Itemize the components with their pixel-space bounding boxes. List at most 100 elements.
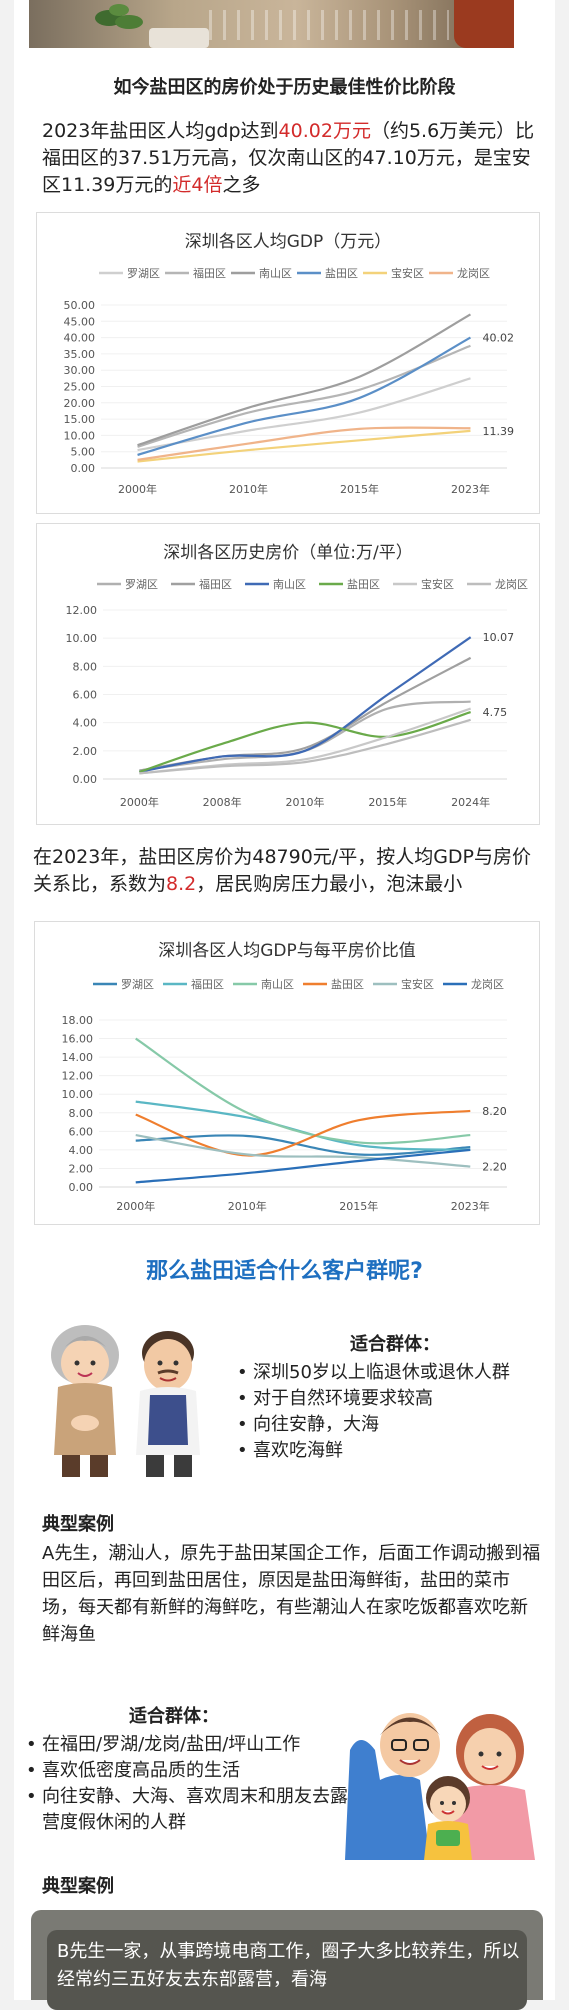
x-tick-label: 2000年: [118, 482, 157, 496]
price-chart-svg: 深圳各区历史房价（单位:万/平） 罗湖区 福田区 南山区 盐田区 宝安区 龙岗区 12.00 1…: [66, 543, 529, 809]
section-title: 如今盐田区的房价处于历史最佳性价比阶段: [113, 77, 456, 98]
x-tick-label: 2015年: [368, 795, 407, 809]
balcony-railing: [209, 10, 449, 40]
para-text: （约5.6万美元）比福田区的37.51万元高，仅次南山区的47.10万元，是宝安…: [42, 120, 535, 196]
x-tick-label: 2010年: [286, 795, 325, 809]
legend-label: 盐田区: [325, 267, 358, 280]
x-tick-label: 2010年: [228, 1199, 267, 1213]
y-tick-label: 12.00: [62, 1070, 94, 1083]
x-tick-label: 2024年: [451, 795, 490, 809]
list-item: 向往安静、大海、喜欢周末和朋友去露营度假休闲的人群: [26, 1784, 356, 1836]
highlight-value: 8.2: [166, 873, 197, 895]
legend-label: 宝安区: [421, 577, 454, 591]
para-text: 2023年盐田区人均gdp达到: [42, 120, 279, 142]
y-tick-label: 50.00: [64, 299, 96, 312]
list-item: 向往安静，大海: [237, 1412, 547, 1438]
gdp-chart-svg: 深圳各区人均GDP（万元） 罗湖区 福田区 南山区 盐田区 宝安区 龙岗区 50.00 45.0…: [64, 232, 514, 496]
y-tick-label: 6.00: [73, 689, 98, 702]
y-tick-label: 4.00: [73, 717, 98, 730]
legend-label: 宝安区: [401, 977, 434, 991]
y-tick-label: 8.00: [73, 660, 98, 673]
hero-photo: [29, 0, 514, 48]
data-label: 10.07: [483, 631, 515, 644]
series-line: [137, 377, 471, 452]
ratio-chart: 深圳各区人均GDP与每平房价比值 罗湖区 福田区 南山区 盐田区 宝安区 龙岗区 18.00 1…: [34, 921, 540, 1225]
x-tick-label: 2023年: [451, 482, 490, 496]
y-tick-label: 18.00: [62, 1014, 94, 1027]
legend-label: 福田区: [193, 266, 226, 280]
y-tick-label: 30.00: [64, 364, 96, 377]
table-shape: [149, 28, 209, 48]
y-tick-label: 10.00: [64, 429, 96, 442]
data-label: 4.75: [483, 706, 508, 719]
series-line: [135, 1133, 471, 1168]
list-item: 对于自然环境要求较高: [237, 1386, 547, 1412]
series-line: [139, 718, 471, 775]
legend-label: 盐田区: [331, 978, 364, 991]
case1-text: A先生，潮汕人，原先于盐田某国企工作，后面工作调动搬到福田区后，再回到盐田居住，…: [42, 1543, 541, 1645]
elderly-couple-illustration: [40, 1315, 215, 1485]
series-line: [135, 1148, 471, 1184]
series-line: [137, 344, 471, 448]
x-tick-label: 2015年: [340, 482, 379, 496]
series-line: [135, 1109, 471, 1157]
y-tick-label: 12.00: [66, 604, 98, 617]
x-tick-label: 2008年: [203, 795, 242, 809]
para-text: ，居民购房压力最小，泡沫最小: [196, 873, 463, 895]
y-tick-label: 6.00: [69, 1125, 94, 1138]
legend-label: 罗湖区: [121, 978, 154, 991]
family-illustration: [340, 1690, 545, 1860]
y-tick-label: 15.00: [64, 413, 96, 426]
group2-list: 在福田/罗湖/龙岗/盐田/坪山工作 喜欢低密度高品质的生活 向往安静、大海、喜欢…: [26, 1732, 356, 1836]
data-label: 2.20: [482, 1161, 507, 1174]
x-tick-label: 2010年: [229, 482, 268, 496]
group2-title: 适合群体：: [129, 1706, 219, 1727]
data-label: 8.20: [482, 1105, 507, 1118]
case2-text: B先生一家，从事跨境电商工作，圈子大多比较养生，所以经常约三五好友去东部露营，看…: [57, 1941, 520, 1990]
y-tick-label: 0.00: [71, 462, 96, 475]
chart-title: 深圳各区历史房价（单位:万/平）: [163, 543, 412, 563]
case2-title: 典型案例: [42, 1876, 114, 1897]
legend-label: 南山区: [261, 978, 294, 991]
y-tick-label: 8.00: [69, 1107, 94, 1120]
y-tick-label: 5.00: [71, 446, 96, 459]
chair-shape: [454, 0, 514, 48]
series-line: [139, 711, 471, 773]
y-tick-label: 35.00: [64, 348, 96, 361]
series-line: [137, 336, 471, 457]
legend-label: 宝安区: [391, 266, 424, 280]
y-tick-label: 45.00: [64, 315, 96, 328]
legend-label: 福田区: [199, 577, 232, 591]
data-label: 40.02: [482, 332, 513, 345]
list-item: 喜欢吃海鲜: [237, 1438, 547, 1464]
chart-title: 深圳各区人均GDP与每平房价比值: [158, 941, 416, 961]
para-text: 在2023年，盐田区房价为48790元/平，按人均GDP与房价关系比，系数为: [33, 846, 532, 895]
group1-list: 深圳50岁以上临退休或退休人群 对于自然环境要求较高 向往安静，大海 喜欢吃海鲜: [237, 1360, 547, 1464]
case1-title: 典型案例: [42, 1514, 114, 1535]
para-text: 之多: [222, 174, 261, 196]
ratio-paragraph: 在2023年，盐田区房价为48790元/平，按人均GDP与房价关系比，系数为8.…: [33, 844, 538, 898]
chart-title: 深圳各区人均GDP（万元）: [185, 232, 392, 252]
y-tick-label: 16.00: [62, 1033, 94, 1046]
gdp-paragraph: 2023年盐田区人均gdp达到40.02万元（约5.6万美元）比福田区的37.5…: [42, 118, 542, 199]
x-tick-label: 2000年: [116, 1199, 155, 1213]
x-tick-label: 2015年: [339, 1199, 378, 1213]
list-item: 在福田/罗湖/龙岗/盐田/坪山工作: [26, 1732, 356, 1758]
legend-label: 龙岗区: [457, 267, 490, 280]
y-tick-label: 20.00: [64, 397, 96, 410]
list-item: 喜欢低密度高品质的生活: [26, 1758, 356, 1784]
legend-label: 南山区: [259, 267, 292, 280]
y-tick-label: 14.00: [62, 1051, 94, 1064]
case2-card-inner: [47, 1930, 527, 2010]
list-item: 深圳50岁以上临退休或退休人群: [237, 1360, 547, 1386]
y-tick-label: 25.00: [64, 381, 96, 394]
group1-title: 适合群体：: [350, 1334, 440, 1355]
gdp-chart: 深圳各区人均GDP（万元） 罗湖区 福田区 南山区 盐田区 宝安区 龙岗区 50.00 45.0…: [36, 212, 540, 514]
y-tick-label: 40.00: [64, 332, 96, 345]
legend-label: 罗湖区: [127, 267, 160, 280]
highlight-value: 40.02万元: [278, 120, 371, 142]
series-line: [137, 426, 471, 461]
case2-card: B先生一家，从事跨境电商工作，圈子大多比较养生，所以经常约三五好友去东部露营，看…: [31, 1910, 543, 2010]
y-tick-label: 0.00: [69, 1181, 94, 1194]
series-line: [137, 429, 471, 463]
